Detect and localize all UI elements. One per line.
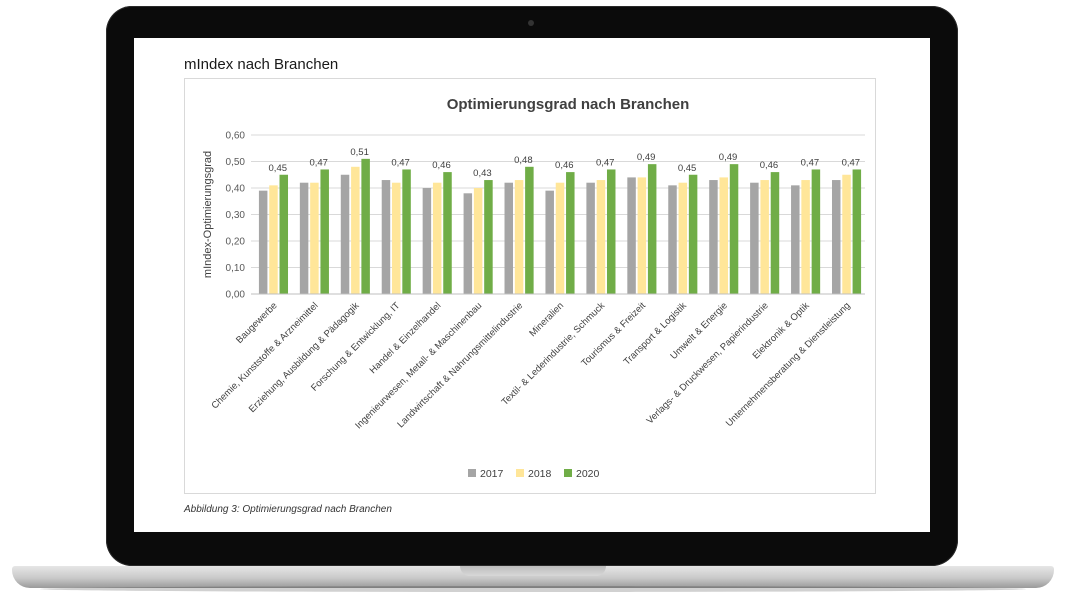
- bar-2020: [729, 164, 739, 294]
- legend-label: 2017: [480, 468, 504, 480]
- x-tick-label: Mineralien: [527, 300, 566, 339]
- data-label: 0,46: [760, 160, 779, 171]
- bar-2017: [340, 174, 350, 294]
- bar-2018: [678, 182, 688, 294]
- legend-label: 2018: [528, 468, 552, 480]
- data-label: 0,47: [596, 157, 615, 168]
- data-label: 0,46: [432, 160, 451, 171]
- bar-2018: [351, 166, 360, 294]
- bar-2020: [606, 169, 616, 294]
- bar-2020: [402, 169, 411, 294]
- y-tick-label: 0,00: [226, 290, 246, 301]
- y-tick-label: 0,30: [226, 210, 246, 221]
- data-label: 0,45: [678, 163, 697, 174]
- bar-2020: [320, 169, 329, 294]
- section-heading: mIndex nach Branchen: [184, 56, 339, 73]
- data-label: 0,47: [309, 157, 328, 168]
- legend-label: 2020: [576, 468, 600, 480]
- y-tick-label: 0,60: [226, 131, 246, 142]
- legend-swatch-2018: [516, 469, 524, 477]
- bar-2017: [750, 182, 759, 294]
- bar-2020: [484, 180, 493, 294]
- bar-2018: [555, 182, 565, 294]
- bar-chart: Optimierungsgrad nach Branchen 0,00 0,10 0,…: [202, 96, 865, 480]
- y-tick-label: 0,20: [226, 237, 246, 248]
- bar-2017: [668, 185, 677, 294]
- legend-swatch-2017: [468, 469, 476, 477]
- bar-2020: [647, 164, 657, 294]
- bar-2017: [381, 180, 391, 294]
- bar-2020: [279, 174, 289, 294]
- data-label: 0,45: [269, 163, 288, 174]
- y-tick-label: 0,10: [226, 263, 246, 274]
- bar-2017: [463, 193, 473, 294]
- laptop-screen: mIndex nach Branchen Optimierungsgrad na…: [134, 38, 930, 532]
- camera-icon: [528, 20, 534, 26]
- bar-2020: [770, 172, 780, 294]
- bar-2017: [586, 182, 595, 294]
- laptop-shadow: [40, 586, 1026, 592]
- laptop-base-notch: [460, 566, 606, 576]
- data-label: 0,47: [801, 157, 820, 168]
- bar-2018: [760, 180, 769, 294]
- bar-2017: [709, 180, 718, 294]
- data-label: 0,46: [555, 160, 574, 171]
- bar-2018: [842, 174, 851, 294]
- bar-2018: [801, 180, 810, 294]
- y-axis-label: mIndex-Optimierungsgrad: [202, 151, 214, 278]
- bar-2017: [504, 182, 514, 294]
- bar-2017: [545, 190, 554, 294]
- bar-2020: [688, 174, 698, 294]
- bar-2018: [432, 182, 442, 294]
- figure-caption: Abbildung 3: Optimierungsgrad nach Branc…: [184, 504, 392, 515]
- chart-container: Optimierungsgrad nach Branchen 0,00 0,10 0,…: [184, 78, 876, 494]
- bar-2017: [422, 188, 432, 294]
- chart-title: Optimierungsgrad nach Branchen: [447, 96, 690, 113]
- data-label: 0,47: [391, 157, 410, 168]
- bar-2020: [566, 172, 575, 294]
- bar-2018: [310, 182, 319, 294]
- bar-2020: [443, 172, 452, 294]
- bar-2020: [525, 166, 534, 294]
- bar-2017: [627, 177, 636, 294]
- bar-2018: [637, 177, 647, 294]
- data-label: 0,47: [842, 157, 861, 168]
- bar-2018: [596, 180, 606, 294]
- bar-2018: [719, 177, 728, 294]
- bar-2017: [258, 190, 268, 294]
- bar-2020: [811, 169, 821, 294]
- bar-2018: [269, 185, 278, 294]
- bar-2020: [852, 169, 862, 294]
- bar-2017: [831, 180, 841, 294]
- bar-2018: [392, 182, 401, 294]
- bar-2020: [361, 158, 370, 294]
- legend-swatch-2020: [564, 469, 572, 477]
- y-tick-label: 0,40: [226, 184, 246, 195]
- y-tick-label: 0,50: [226, 157, 246, 168]
- bar-2017: [299, 182, 309, 294]
- data-label: 0,51: [350, 147, 369, 158]
- bar-2017: [791, 185, 800, 294]
- data-label: 0,49: [637, 152, 656, 163]
- laptop-lid: mIndex nach Branchen Optimierungsgrad na…: [106, 6, 958, 566]
- data-label: 0,48: [514, 155, 533, 166]
- x-tick-label: Handel & Einzelhandel: [368, 300, 444, 376]
- bar-2018: [473, 188, 483, 294]
- laptop-base: [12, 566, 1054, 588]
- bar-2018: [514, 180, 524, 294]
- data-label: 0,49: [719, 152, 738, 163]
- data-label: 0,43: [473, 168, 492, 179]
